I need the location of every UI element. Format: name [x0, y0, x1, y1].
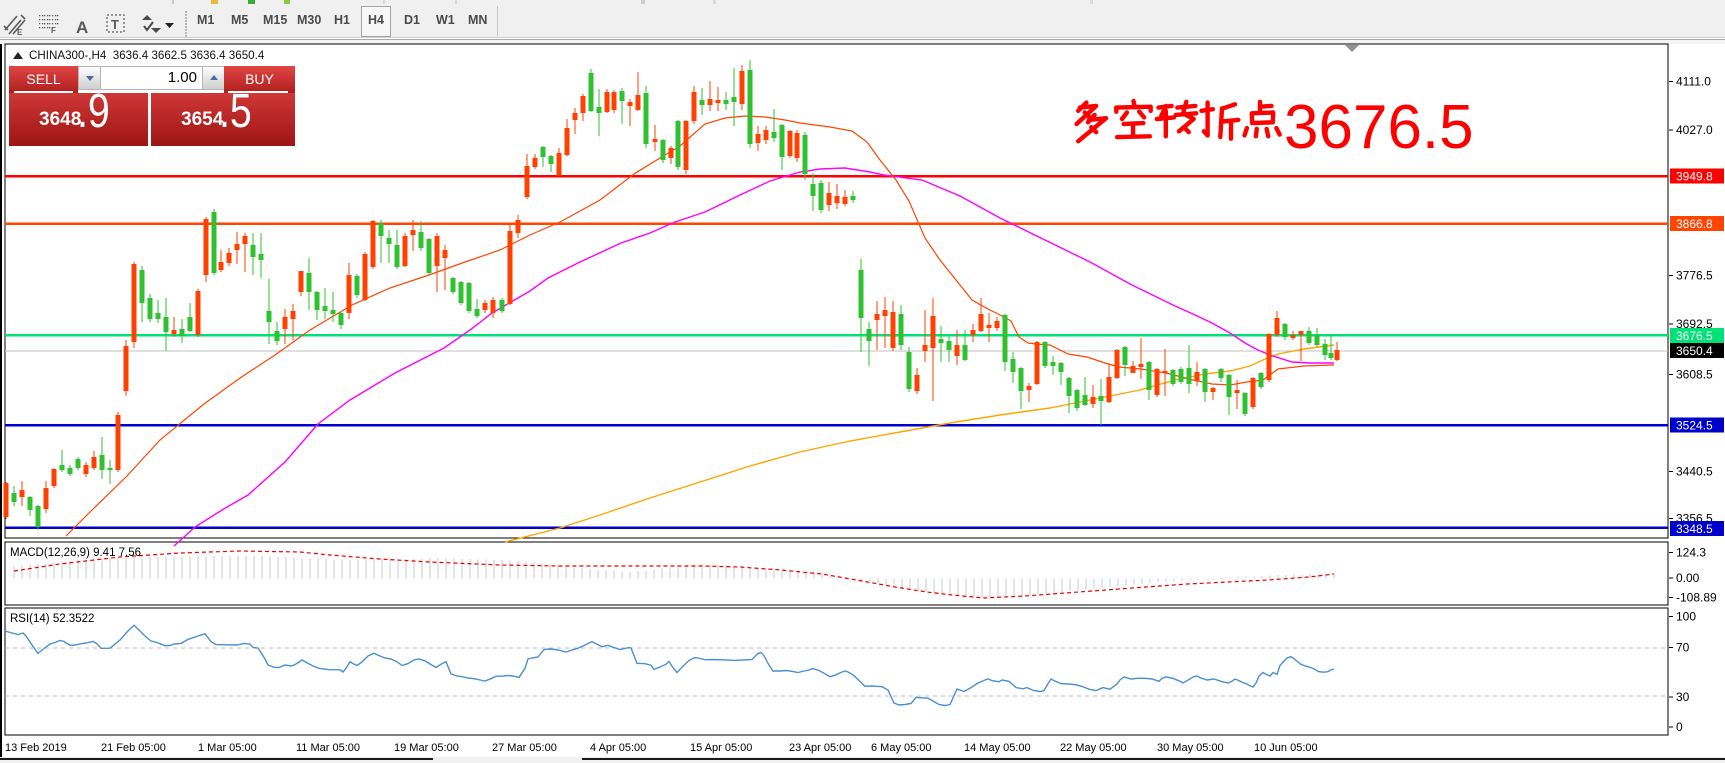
svg-text:A: A: [76, 18, 88, 37]
svg-text:27 Mar 05:00: 27 Mar 05:00: [492, 742, 557, 754]
svg-text:3524.5: 3524.5: [1676, 419, 1713, 433]
svg-text:14 May 05:00: 14 May 05:00: [964, 742, 1031, 754]
svg-text:F: F: [51, 26, 56, 35]
svg-text:15 Apr 05:00: 15 Apr 05:00: [690, 742, 752, 754]
svg-text:3608.5: 3608.5: [1676, 368, 1713, 382]
svg-text:MACD(12,26,9) 9.41 7.56: MACD(12,26,9) 9.41 7.56: [10, 547, 141, 559]
svg-text:3440.5: 3440.5: [1676, 465, 1713, 479]
svg-text:3650.4: 3650.4: [1676, 344, 1713, 358]
svg-text:-108.89: -108.89: [1676, 591, 1717, 605]
svg-text:3866.8: 3866.8: [1676, 217, 1713, 231]
svg-text:E: E: [17, 28, 23, 37]
svg-text:4027.0: 4027.0: [1676, 123, 1713, 137]
svg-text:13 Feb 2019: 13 Feb 2019: [5, 742, 67, 754]
svg-text:11 Mar 05:00: 11 Mar 05:00: [296, 742, 360, 754]
svg-text:3776.5: 3776.5: [1676, 269, 1713, 283]
svg-text:RSI(14) 52.3522: RSI(14) 52.3522: [10, 613, 94, 625]
svg-text:100: 100: [1676, 610, 1696, 624]
svg-text:6 May 05:00: 6 May 05:00: [871, 742, 932, 754]
svg-text:30: 30: [1676, 690, 1690, 704]
svg-text:3676.5: 3676.5: [1676, 329, 1713, 343]
svg-text:30 May 05:00: 30 May 05:00: [1157, 742, 1224, 754]
svg-text:21 Feb 05:00: 21 Feb 05:00: [101, 742, 166, 754]
svg-text:1 Mar 05:00: 1 Mar 05:00: [198, 742, 257, 754]
svg-text:4 Apr 05:00: 4 Apr 05:00: [590, 742, 646, 754]
svg-text:3348.5: 3348.5: [1676, 522, 1713, 536]
svg-text:19 Mar 05:00: 19 Mar 05:00: [394, 742, 459, 754]
svg-text:23 Apr 05:00: 23 Apr 05:00: [789, 742, 851, 754]
svg-text:124.3: 124.3: [1676, 546, 1706, 560]
svg-text:4111.0: 4111.0: [1676, 75, 1711, 89]
svg-text:70: 70: [1676, 641, 1690, 655]
svg-text:T: T: [111, 17, 119, 32]
svg-text:3949.8: 3949.8: [1676, 170, 1713, 184]
svg-text:10 Jun 05:00: 10 Jun 05:00: [1254, 742, 1318, 754]
svg-text:22 May 05:00: 22 May 05:00: [1060, 742, 1127, 754]
svg-text:3692.5: 3692.5: [1676, 317, 1713, 331]
svg-text:3676.5: 3676.5: [1284, 93, 1474, 162]
svg-text:0.00: 0.00: [1676, 571, 1700, 585]
svg-text:0: 0: [1676, 720, 1683, 734]
